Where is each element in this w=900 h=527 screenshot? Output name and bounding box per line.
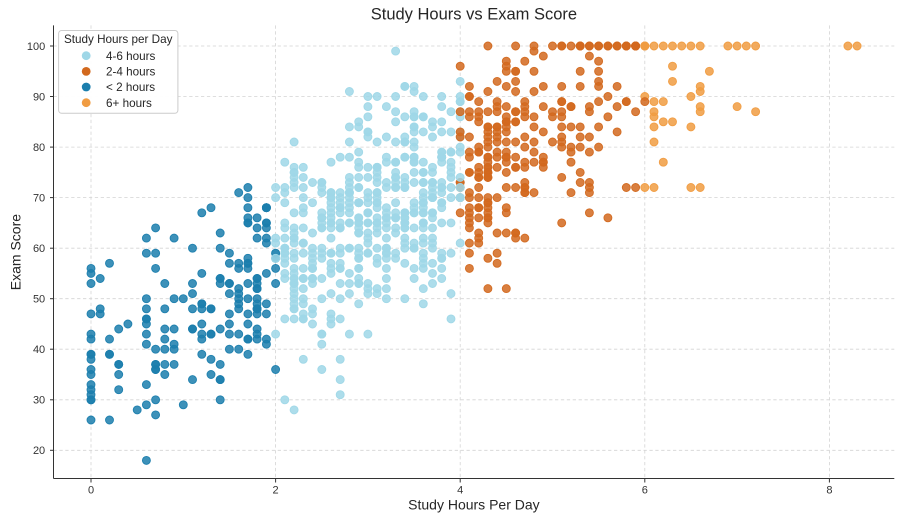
svg-text:Exam Score: Exam Score	[8, 214, 24, 290]
svg-text:40: 40	[33, 344, 45, 356]
svg-text:60: 60	[33, 243, 45, 255]
svg-text:Study Hours vs Exam Score: Study Hours vs Exam Score	[371, 5, 577, 23]
svg-text:2-4 hours: 2-4 hours	[106, 66, 156, 79]
svg-text:0: 0	[88, 485, 94, 497]
svg-text:Study Hours Per Day: Study Hours Per Day	[408, 497, 540, 513]
svg-text:8: 8	[826, 485, 832, 497]
svg-text:20: 20	[33, 445, 45, 457]
svg-text:50: 50	[33, 294, 45, 306]
svg-text:4: 4	[457, 485, 463, 497]
svg-text:90: 90	[33, 91, 45, 103]
svg-text:2: 2	[273, 485, 279, 497]
svg-text:< 2 hours: < 2 hours	[106, 81, 155, 94]
svg-text:100: 100	[27, 41, 45, 53]
svg-text:70: 70	[33, 193, 45, 205]
svg-text:6+ hours: 6+ hours	[106, 97, 152, 110]
svg-text:80: 80	[33, 142, 45, 154]
svg-text:Study Hours per Day: Study Hours per Day	[64, 33, 173, 46]
svg-text:4-6 hours: 4-6 hours	[106, 50, 156, 63]
svg-text:6: 6	[642, 485, 648, 497]
svg-text:30: 30	[33, 395, 45, 407]
